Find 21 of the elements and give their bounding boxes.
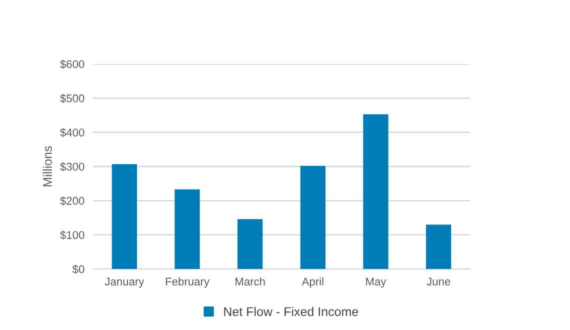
legend-label: Net Flow - Fixed Income bbox=[224, 306, 358, 316]
x-tick-label: June bbox=[426, 278, 450, 286]
x-tick-label: March bbox=[236, 277, 265, 286]
y-tick-label: $500 bbox=[60, 94, 84, 103]
x-tick-label: January bbox=[104, 278, 144, 288]
y-tick-label: $0 bbox=[72, 264, 84, 274]
bar bbox=[238, 219, 263, 269]
bar bbox=[300, 166, 326, 269]
y-tick-label: $100 bbox=[60, 230, 84, 240]
y-axis-title: Millions bbox=[42, 146, 52, 186]
bar bbox=[363, 114, 388, 269]
y-tick-label: $400 bbox=[60, 128, 84, 138]
y-tick-label: $600 bbox=[60, 60, 84, 69]
bar bbox=[174, 189, 200, 269]
x-tick-label: February bbox=[166, 277, 210, 288]
x-tick-label: May bbox=[366, 278, 386, 288]
y-tick-label: $200 bbox=[60, 196, 84, 206]
x-tick-label: April bbox=[302, 277, 324, 288]
y-tick-label: $300 bbox=[60, 162, 84, 172]
bar bbox=[426, 224, 452, 269]
bar bbox=[112, 164, 137, 269]
